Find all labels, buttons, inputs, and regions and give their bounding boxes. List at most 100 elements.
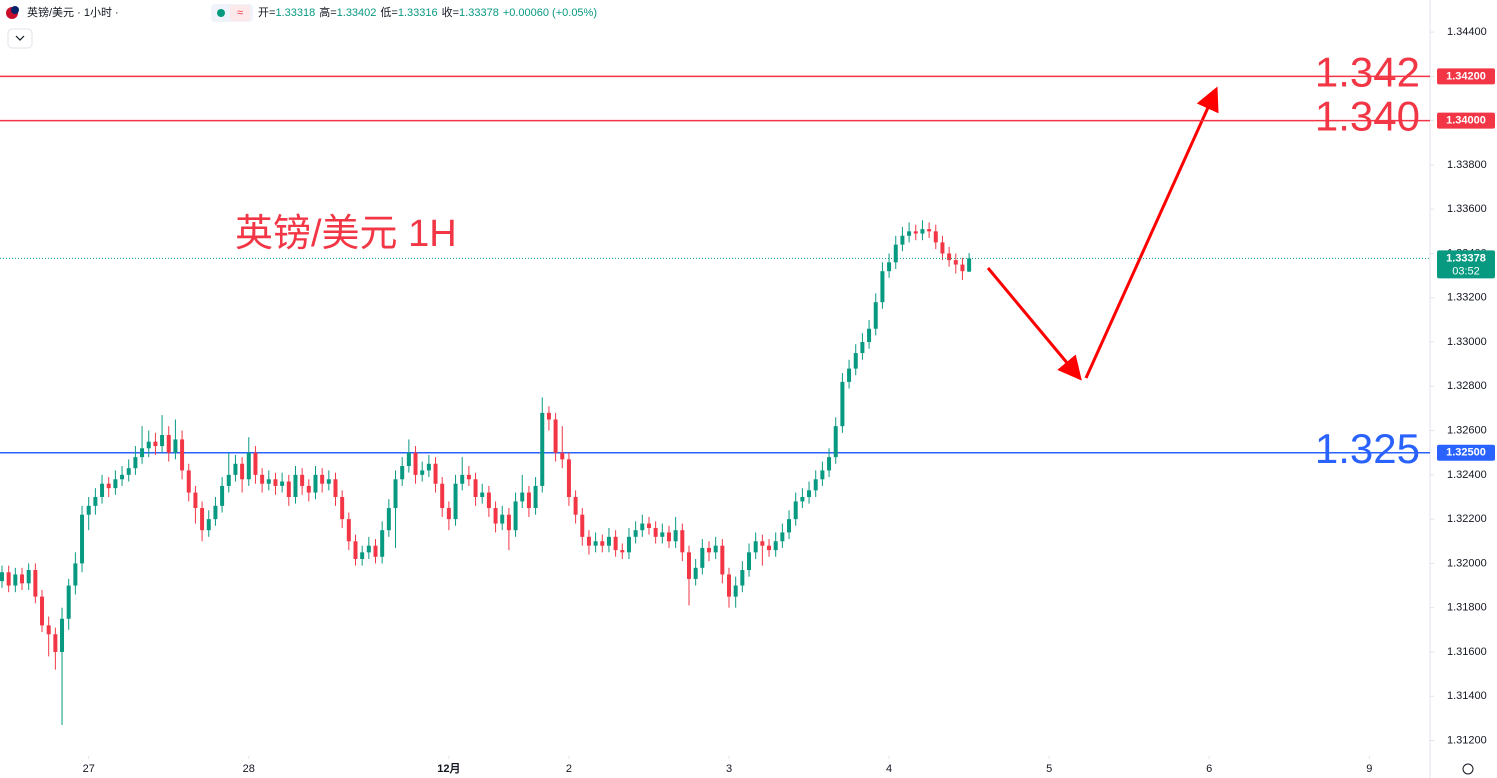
candle-body bbox=[940, 242, 945, 254]
candle-body bbox=[780, 532, 785, 542]
countdown: 03:52 bbox=[1452, 265, 1480, 277]
candle-body bbox=[760, 541, 765, 546]
candle-body bbox=[606, 536, 611, 546]
candle-body bbox=[573, 496, 578, 515]
x-tick-label: 4 bbox=[886, 763, 892, 775]
candle-body bbox=[166, 435, 171, 453]
candle-body bbox=[773, 541, 778, 551]
candle-body bbox=[840, 381, 845, 427]
candle-body bbox=[586, 536, 591, 546]
candle-body bbox=[887, 262, 892, 272]
candle-body bbox=[220, 485, 225, 506]
candle-body bbox=[546, 412, 551, 420]
y-tick-label: 1.34400 bbox=[1447, 26, 1487, 38]
candle-body bbox=[506, 514, 511, 531]
level-label: 1.325 bbox=[1315, 425, 1420, 472]
candle-body bbox=[200, 508, 205, 531]
arrow-up bbox=[1084, 86, 1219, 379]
candle-body bbox=[613, 536, 618, 551]
candle-body bbox=[226, 474, 231, 486]
level-label: 1.342 bbox=[1315, 48, 1420, 95]
candle-body bbox=[660, 532, 665, 537]
candle-body bbox=[753, 541, 758, 553]
candle-body bbox=[340, 496, 345, 520]
x-tick-label: 9 bbox=[1366, 763, 1372, 775]
level-tag-label: 1.34200 bbox=[1446, 70, 1486, 82]
candle-body bbox=[833, 426, 838, 458]
candle-body bbox=[13, 574, 18, 586]
ohlc-value: 1.33378 bbox=[459, 7, 499, 19]
ohlc-label: 收= bbox=[442, 5, 459, 19]
candle-body bbox=[146, 441, 151, 449]
level-tag-label: 1.32500 bbox=[1446, 447, 1486, 459]
candle-body bbox=[767, 545, 772, 551]
candle-body bbox=[540, 412, 545, 486]
candle-body bbox=[306, 485, 311, 493]
candle-body bbox=[433, 463, 438, 484]
candle-body bbox=[373, 545, 378, 557]
candle-body bbox=[106, 483, 111, 489]
y-tick-label: 1.31400 bbox=[1447, 690, 1487, 702]
x-tick-label: 28 bbox=[243, 763, 255, 775]
y-tick-label: 1.33000 bbox=[1447, 336, 1487, 348]
candle-body bbox=[33, 570, 38, 597]
candle-body bbox=[727, 574, 732, 597]
candle-body bbox=[566, 459, 571, 497]
candle-body bbox=[313, 474, 318, 493]
candle-body bbox=[0, 572, 5, 582]
candle-body bbox=[173, 439, 178, 453]
candle-body bbox=[673, 530, 678, 542]
candle-body bbox=[486, 492, 491, 509]
y-tick-label: 1.31200 bbox=[1447, 734, 1487, 746]
ohlc-value: 1.33316 bbox=[398, 7, 438, 19]
level-tag bbox=[1437, 68, 1495, 85]
y-tick-label: 1.33800 bbox=[1447, 159, 1487, 171]
candle-body bbox=[513, 501, 518, 531]
candle-body bbox=[913, 231, 918, 234]
status-icon bbox=[230, 5, 250, 21]
candle-body bbox=[640, 523, 645, 531]
candle-body bbox=[360, 552, 365, 559]
arrow-down bbox=[986, 267, 1082, 381]
candle-body bbox=[453, 483, 458, 520]
candle-body bbox=[100, 483, 105, 497]
candle-body bbox=[580, 514, 585, 537]
candle-body bbox=[300, 474, 305, 486]
candle-body bbox=[120, 474, 125, 480]
chevron bbox=[15, 35, 25, 41]
candle-body bbox=[113, 479, 118, 489]
ohlc-value: 1.33318 bbox=[275, 7, 315, 19]
candle-body bbox=[920, 229, 925, 234]
candle-body bbox=[253, 452, 258, 475]
y-tick-label: 1.32800 bbox=[1447, 380, 1487, 392]
x-tick-label: 12月 bbox=[437, 762, 460, 775]
candle-body bbox=[626, 536, 631, 553]
candle-body bbox=[706, 547, 711, 553]
header: 英镑/美元 · 1小时 · ≈ 开= 1.33318 高= 1.33402 低= 1.33… bbox=[6, 4, 597, 49]
arrows bbox=[986, 86, 1219, 381]
ohlc-label: 高= bbox=[319, 5, 336, 19]
candle-body bbox=[40, 596, 45, 626]
candle-body bbox=[206, 519, 211, 531]
candle-body bbox=[286, 481, 291, 497]
x-tick-label: 3 bbox=[726, 763, 732, 775]
candle-body bbox=[93, 496, 98, 506]
candle-body bbox=[240, 463, 245, 480]
y-tick-label: 1.33600 bbox=[1447, 203, 1487, 215]
candle-body bbox=[6, 572, 11, 586]
y-tick-label: 1.32200 bbox=[1447, 513, 1487, 525]
candle-body bbox=[620, 550, 625, 553]
candle-body bbox=[440, 483, 445, 509]
candle-body bbox=[827, 457, 832, 471]
candle-body bbox=[633, 530, 638, 537]
settings-icon[interactable] bbox=[1462, 763, 1474, 775]
candle-body bbox=[820, 470, 825, 480]
y-tick-label: 1.33200 bbox=[1447, 292, 1487, 304]
candle-body bbox=[86, 505, 91, 515]
collapse-button[interactable] bbox=[7, 28, 33, 49]
y-tick-label: 1.32400 bbox=[1447, 469, 1487, 481]
candle-body bbox=[880, 271, 885, 303]
candle-body bbox=[593, 541, 598, 546]
candle-body bbox=[393, 479, 398, 509]
candle-body bbox=[787, 519, 792, 533]
